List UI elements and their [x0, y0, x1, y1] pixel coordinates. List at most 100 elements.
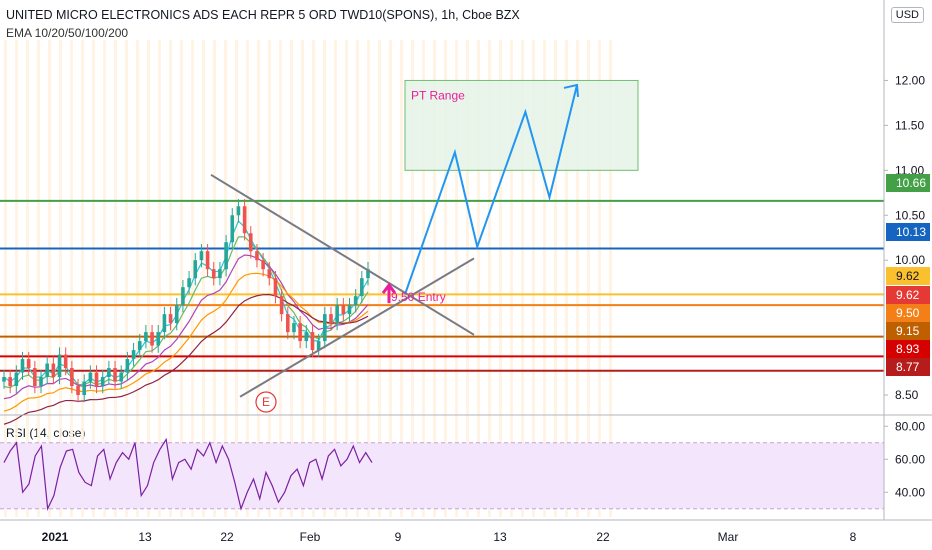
- candle-body: [310, 332, 315, 351]
- time-tick-label: 22: [220, 530, 234, 544]
- session-band: [356, 40, 359, 517]
- session-band: [598, 40, 601, 517]
- price-level-badge[interactable]: [886, 223, 930, 241]
- session-band: [224, 40, 227, 517]
- time-axis[interactable]: 2021 13 22 Feb 9 13 22 Mar 8: [42, 530, 857, 544]
- session-band: [499, 40, 502, 517]
- rsi-line: [3, 437, 373, 511]
- session-band: [136, 40, 139, 517]
- projection-path[interactable]: [404, 84, 578, 295]
- candle-body: [285, 314, 290, 333]
- price-level-badge[interactable]: [886, 340, 930, 358]
- earnings-marker-label: E: [262, 395, 270, 409]
- candle-body: [45, 363, 49, 378]
- rsi-indicator-label[interactable]: RSI (14, close): [6, 426, 86, 440]
- price-levels: [0, 199, 884, 372]
- candle-body: [273, 278, 278, 297]
- price-level-badge[interactable]: [886, 286, 930, 304]
- session-band: [4, 40, 7, 517]
- currency-button[interactable]: USD: [890, 7, 924, 23]
- candle-body: [298, 323, 302, 342]
- candle-body: [267, 269, 272, 279]
- session-band: [147, 40, 150, 517]
- time-tick-label: Feb: [300, 530, 321, 544]
- price-level-badge[interactable]: [886, 304, 930, 322]
- upper-trendline[interactable]: [210, 173, 475, 336]
- candle-body: [360, 278, 364, 297]
- session-band: [521, 40, 524, 517]
- candle-body: [353, 296, 358, 306]
- rsi-tick-label: 40.00: [895, 485, 925, 499]
- candle-body: [205, 251, 210, 270]
- price-level-badge-label: 9.15: [896, 324, 920, 338]
- candle-body: [279, 296, 284, 315]
- price-level-badge[interactable]: [886, 358, 930, 376]
- price-level-badges: 10.66 10.13 9.62 9.62 9.50 9.15 8.93 8.77: [886, 174, 930, 376]
- candle-body: [63, 354, 68, 369]
- session-band: [609, 40, 612, 517]
- candle-body: [316, 341, 321, 351]
- session-band: [202, 40, 205, 517]
- candle-body: [211, 269, 216, 279]
- time-tick-label: 8: [850, 530, 857, 544]
- price-level-badge-label: 9.62: [896, 288, 920, 302]
- price-level-badge-label: 9.50: [896, 306, 920, 320]
- candle-body: [292, 323, 296, 333]
- price-tick-label: 10.50: [895, 208, 925, 222]
- earnings-marker-icon[interactable]: [255, 391, 277, 413]
- candle-body: [39, 377, 43, 387]
- candle-body: [255, 251, 259, 261]
- session-band: [158, 40, 161, 517]
- candle-body: [57, 354, 62, 378]
- session-band: [26, 40, 29, 517]
- candle-body: [131, 350, 136, 360]
- price-level-badge[interactable]: [886, 322, 930, 340]
- session-band: [466, 40, 469, 517]
- time-tick-label: 13: [493, 530, 507, 544]
- rsi-axis[interactable]: 80.00 60.00 40.00: [884, 419, 925, 499]
- candle-body: [26, 359, 31, 369]
- rsi-tick-label: 80.00: [895, 419, 925, 433]
- projection-arrow-head: [563, 83, 579, 98]
- candle-body: [248, 233, 253, 252]
- session-band: [400, 40, 403, 517]
- candle-body: [329, 314, 333, 324]
- session-band: [587, 40, 590, 517]
- candle-body: [199, 251, 204, 261]
- price-tick-label: 11.00: [895, 163, 924, 177]
- candle-body: [224, 242, 228, 270]
- session-band: [279, 40, 282, 517]
- time-tick-label: 9: [395, 530, 402, 544]
- candle-body: [304, 332, 309, 342]
- session-band: [510, 40, 513, 517]
- candle-body: [14, 372, 19, 387]
- session-band: [422, 40, 425, 517]
- candle-body: [236, 206, 241, 216]
- session-band: [411, 40, 414, 517]
- session-band: [37, 40, 40, 517]
- session-band: [378, 40, 381, 517]
- candle-body: [51, 363, 56, 378]
- candle-body: [88, 372, 93, 382]
- price-level-badge[interactable]: [886, 174, 930, 192]
- session-band: [576, 40, 579, 517]
- candle-body: [193, 260, 198, 279]
- time-tick-label: 2021: [42, 530, 69, 544]
- session-band: [488, 40, 491, 517]
- price-level-badge[interactable]: [886, 267, 930, 285]
- candle-body: [323, 314, 327, 342]
- price-tick-label: 12.00: [895, 73, 925, 87]
- candle-body: [168, 314, 173, 324]
- ema-indicator-label[interactable]: EMA 10/20/50/100/200: [6, 26, 129, 40]
- session-band: [290, 40, 293, 517]
- pt-range-label: PT Range: [411, 88, 465, 102]
- candle-body: [230, 215, 235, 243]
- price-axis[interactable]: 12.00 11.50 11.00 10.50 10.00 8.50: [884, 73, 925, 402]
- ema-lines: [3, 220, 369, 425]
- candle-body: [113, 368, 117, 382]
- candle-body: [144, 332, 148, 342]
- price-tick-label: 10.00: [895, 253, 925, 267]
- lower-trendline[interactable]: [239, 257, 475, 398]
- session-band: [92, 40, 95, 517]
